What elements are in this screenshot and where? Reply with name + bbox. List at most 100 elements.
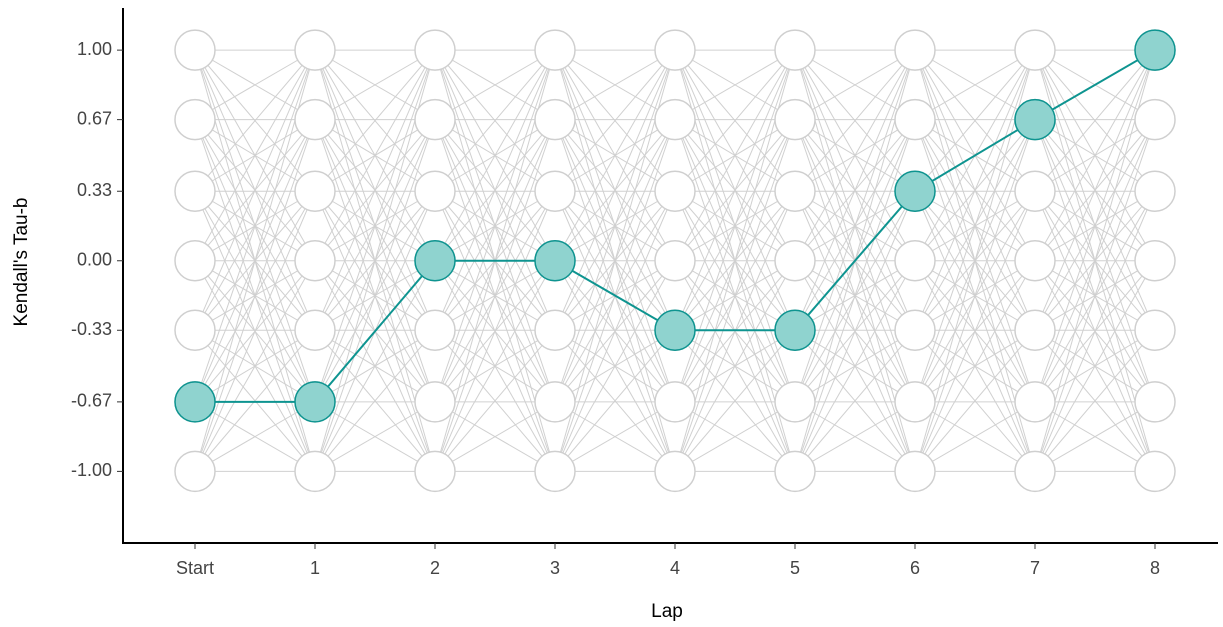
network-edge bbox=[674, 401, 796, 472]
network-node bbox=[414, 309, 456, 352]
x-tick-label: 3 bbox=[550, 558, 560, 578]
network-edge bbox=[674, 49, 796, 403]
network-edge bbox=[794, 49, 916, 262]
network-node bbox=[414, 381, 456, 423]
network-edge bbox=[674, 49, 796, 331]
network-edge bbox=[554, 401, 676, 472]
network-node bbox=[534, 381, 576, 423]
data-point bbox=[174, 381, 216, 423]
network-node bbox=[534, 98, 576, 141]
y-tick-label: 0.67 bbox=[77, 108, 112, 128]
network-edge bbox=[314, 49, 436, 403]
network-node bbox=[294, 170, 336, 212]
network-node bbox=[414, 450, 456, 493]
network-edge bbox=[554, 191, 676, 472]
network-edge bbox=[194, 401, 316, 472]
data-point bbox=[654, 309, 696, 352]
network-node bbox=[1134, 309, 1176, 352]
network-node bbox=[894, 29, 936, 71]
x-tick-label: Start bbox=[176, 558, 214, 578]
x-tick-label: 1 bbox=[310, 558, 320, 578]
network-edge bbox=[1034, 49, 1156, 331]
network-node bbox=[654, 170, 696, 212]
network-edge bbox=[434, 119, 556, 472]
x-tick-label: 6 bbox=[910, 558, 920, 578]
network-node bbox=[894, 98, 936, 141]
x-tick-label: 2 bbox=[430, 558, 440, 578]
network-edge bbox=[1034, 260, 1156, 472]
data-point bbox=[414, 240, 456, 282]
network-edge bbox=[794, 119, 916, 472]
network-edge bbox=[194, 329, 316, 472]
data-point bbox=[1134, 29, 1176, 71]
network-node bbox=[174, 98, 216, 141]
network-node bbox=[1134, 240, 1176, 282]
network-edge bbox=[194, 119, 316, 472]
network-node bbox=[174, 450, 216, 493]
network-edge bbox=[674, 191, 796, 472]
y-tick-label: -0.33 bbox=[71, 319, 112, 339]
network-node bbox=[1014, 240, 1056, 282]
network-edge bbox=[1034, 49, 1156, 192]
network-edge bbox=[434, 49, 556, 262]
network-edge bbox=[554, 49, 676, 331]
network-edge bbox=[554, 260, 676, 472]
network-edge bbox=[794, 49, 916, 121]
network-edge bbox=[434, 329, 556, 472]
network-node bbox=[534, 170, 576, 212]
network-edge bbox=[314, 260, 436, 472]
network-edge bbox=[194, 191, 316, 472]
network-edge bbox=[554, 49, 676, 262]
network-edge bbox=[914, 49, 1036, 403]
network-node bbox=[1134, 450, 1176, 493]
network-node bbox=[1134, 381, 1176, 423]
network-node bbox=[1014, 450, 1056, 493]
network-node bbox=[294, 450, 336, 493]
network-node bbox=[1014, 170, 1056, 212]
network-node bbox=[534, 29, 576, 71]
network-edge bbox=[194, 49, 316, 192]
network-edge bbox=[914, 49, 1036, 331]
network-edge bbox=[914, 329, 1036, 472]
network-edge bbox=[434, 49, 556, 331]
network-edge bbox=[1034, 191, 1156, 472]
network-edge bbox=[1034, 329, 1156, 472]
network-node bbox=[1014, 29, 1056, 71]
data-point bbox=[534, 240, 576, 282]
network-node bbox=[414, 29, 456, 71]
data-point bbox=[774, 309, 816, 352]
network-node bbox=[1014, 309, 1056, 352]
network-node bbox=[774, 381, 816, 423]
network-edge bbox=[554, 49, 676, 121]
network-node bbox=[654, 98, 696, 141]
network-edge bbox=[794, 401, 916, 472]
network-edge bbox=[674, 49, 796, 192]
network-edge bbox=[794, 329, 916, 472]
network-edge bbox=[554, 329, 676, 472]
network-node bbox=[414, 170, 456, 212]
network-edge bbox=[434, 191, 556, 472]
network-node bbox=[294, 29, 336, 71]
network-edge bbox=[794, 49, 916, 192]
network-node bbox=[414, 98, 456, 141]
network-edge bbox=[674, 260, 796, 472]
network-node bbox=[1134, 98, 1176, 141]
y-tick-label: 0.00 bbox=[77, 250, 112, 270]
network-edge bbox=[554, 49, 676, 403]
network-node bbox=[654, 29, 696, 71]
network-edge bbox=[554, 49, 676, 192]
network-edge bbox=[314, 49, 436, 262]
network-edge bbox=[434, 49, 556, 403]
x-tick-label: 8 bbox=[1150, 558, 1160, 578]
network-edge bbox=[914, 401, 1036, 472]
network-node bbox=[294, 98, 336, 141]
network-node bbox=[774, 450, 816, 493]
network-node bbox=[174, 29, 216, 71]
network-node bbox=[294, 309, 336, 352]
network-edge bbox=[1034, 49, 1156, 262]
network-node bbox=[1134, 170, 1176, 212]
network-node bbox=[774, 29, 816, 71]
network-node bbox=[534, 309, 576, 352]
y-tick-label: 1.00 bbox=[77, 39, 112, 59]
